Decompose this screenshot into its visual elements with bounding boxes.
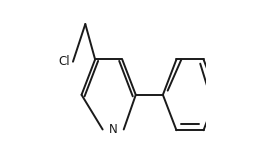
Text: N: N <box>109 123 117 136</box>
Text: Cl: Cl <box>58 55 70 68</box>
